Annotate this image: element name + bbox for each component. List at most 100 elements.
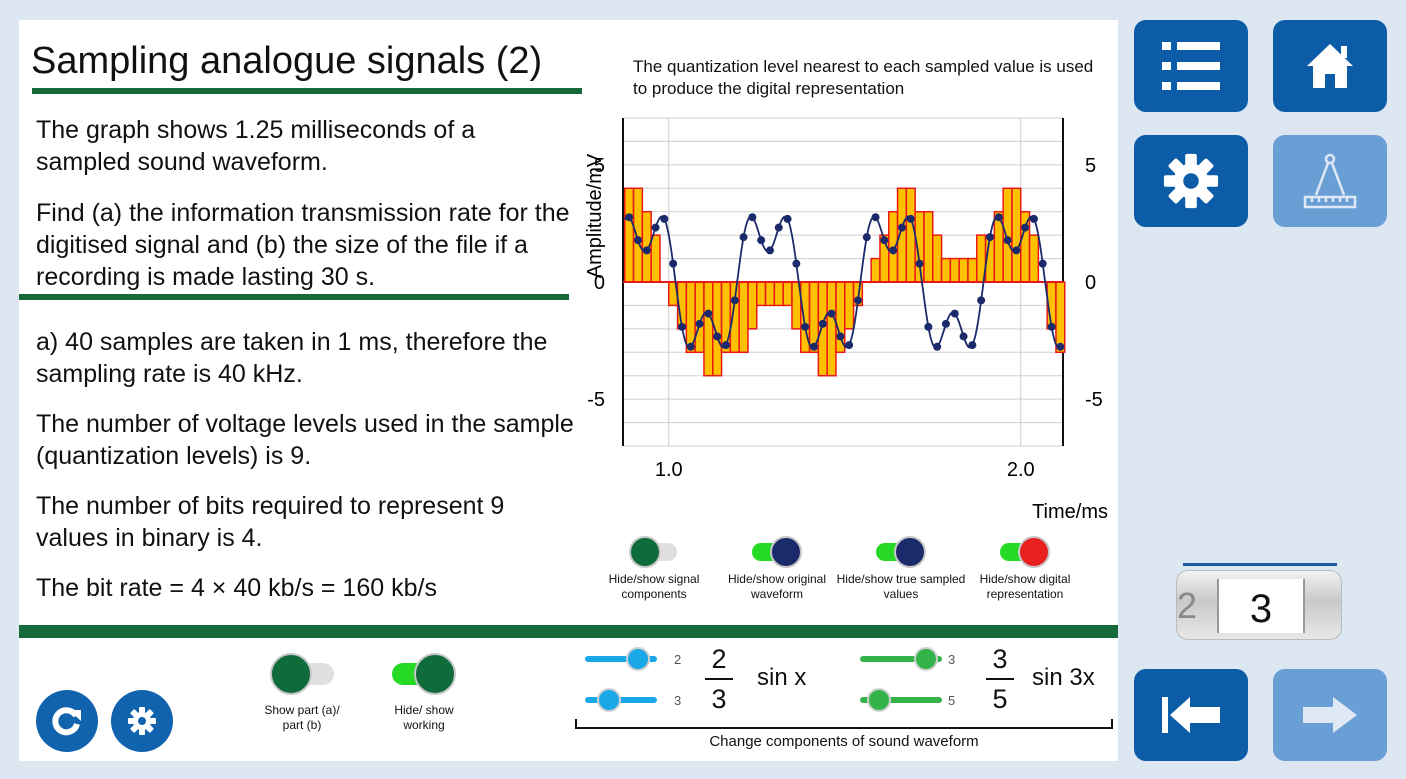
- toggle-true-samples-group: Hide/show true sampled values: [836, 536, 966, 602]
- sample-point: [651, 223, 660, 232]
- toggle-part-a-b[interactable]: [270, 653, 334, 695]
- sample-point: [950, 309, 959, 318]
- sample-point: [642, 246, 651, 255]
- sample-point: [792, 259, 801, 268]
- toggle-original-waveform-group: Hide/show original waveform: [712, 536, 842, 602]
- toggle-digital-representation[interactable]: [1000, 536, 1050, 568]
- working-text: a) 40 samples are taken in 1 ms, therefo…: [36, 326, 581, 622]
- sample-point: [871, 213, 880, 222]
- slider-c1-denominator[interactable]: [585, 697, 657, 703]
- sample-point: [686, 342, 695, 351]
- sample-point: [809, 342, 818, 351]
- sample-point: [739, 233, 748, 242]
- slider-c1-denominator-handle[interactable]: [597, 688, 621, 712]
- sample-point: [906, 214, 915, 223]
- page-title: Sampling analogue signals (2): [31, 40, 543, 82]
- toggle-show-working[interactable]: [392, 653, 456, 695]
- toggle-signal-components-label: Hide/show signal components: [608, 572, 700, 601]
- digital-bar: [738, 281, 749, 354]
- sample-point: [933, 342, 942, 351]
- slider-c2-denominator[interactable]: [860, 697, 942, 703]
- sample-point: [977, 296, 986, 305]
- back-to-start-button[interactable]: [1134, 669, 1248, 761]
- sample-point: [915, 259, 924, 268]
- reset-button[interactable]: [36, 690, 98, 752]
- home-button[interactable]: [1273, 20, 1387, 112]
- digital-bar: [650, 234, 661, 283]
- digital-bar: [782, 281, 793, 307]
- sample-point: [959, 332, 968, 341]
- sample-point: [801, 322, 810, 331]
- component-1-numerator: 2: [711, 644, 727, 674]
- question-text: The graph shows 1.25 milliseconds of a s…: [36, 114, 576, 312]
- working-paragraph-2: The number of voltage levels used in the…: [36, 410, 574, 470]
- y-tick-label-right: 5: [1085, 155, 1096, 177]
- sample-point: [713, 332, 722, 341]
- toggle-signal-components[interactable]: [629, 536, 679, 568]
- digital-bar: [1011, 187, 1022, 283]
- toggle-signal-components-group: Hide/show signal components: [589, 536, 719, 602]
- toggle-original-waveform[interactable]: [752, 536, 802, 568]
- y-tick-label-left: -5: [587, 389, 605, 411]
- graph-caption: The quantization level nearest to each s…: [633, 57, 1094, 98]
- sample-point: [730, 296, 739, 305]
- counter-window: 3: [1217, 579, 1305, 633]
- component-2-function: sin 3x: [1032, 664, 1095, 691]
- slider-c2-denominator-handle[interactable]: [867, 688, 891, 712]
- digital-bar: [1002, 187, 1013, 283]
- sample-point: [985, 233, 994, 242]
- digital-bar: [967, 257, 978, 283]
- toggle-digital-representation-group: Hide/show digital representation: [960, 536, 1090, 602]
- gear-icon: [1163, 153, 1219, 209]
- menu-button[interactable]: [1134, 20, 1248, 112]
- tools-button[interactable]: [1273, 135, 1387, 227]
- question-paragraph-1: The graph shows 1.25 milliseconds of a s…: [36, 116, 476, 176]
- sample-point: [765, 246, 774, 255]
- x-axis-label: Time/ms: [1032, 501, 1108, 522]
- components-caption: Change components of sound waveform: [709, 733, 979, 750]
- component-1-function: sin x: [757, 664, 807, 691]
- question-paragraph-2: Find (a) the information transmission ra…: [36, 199, 570, 291]
- y-tick-label-right: -5: [1085, 389, 1103, 411]
- slider-c2-numerator[interactable]: [860, 656, 942, 662]
- slider-c1-numerator-value: 2: [674, 652, 682, 667]
- section-divider: [19, 294, 569, 300]
- digital-bar: [923, 210, 934, 283]
- title-underline: [32, 88, 582, 94]
- next-arrow-icon: [1303, 697, 1357, 733]
- sample-point: [897, 223, 906, 232]
- settings-button[interactable]: [1134, 135, 1248, 227]
- digital-bar: [835, 281, 846, 354]
- component-2-fraction: 3 5: [983, 644, 1017, 714]
- next-button[interactable]: [1273, 669, 1387, 761]
- digital-bar: [826, 281, 837, 377]
- x-tick-label: 2.0: [1007, 459, 1035, 481]
- digital-bar: [1028, 234, 1040, 283]
- settings-small-button[interactable]: [111, 690, 173, 752]
- y-tick-label-right: 0: [1085, 272, 1096, 294]
- counter-previous-value: 2: [1177, 585, 1198, 626]
- sample-point: [862, 233, 871, 242]
- component-1-denominator: 3: [711, 684, 727, 714]
- sample-point: [818, 319, 827, 328]
- digital-bar: [949, 257, 960, 283]
- sample-point: [721, 341, 730, 350]
- digital-bar: [817, 281, 828, 377]
- digital-bar: [844, 281, 855, 330]
- sample-point: [836, 332, 845, 341]
- x-tick-label: 1.0: [655, 459, 683, 481]
- menu-list-icon: [1162, 42, 1220, 90]
- back-to-start-icon: [1162, 697, 1220, 733]
- working-paragraph-4: The bit rate = 4 × 40 kb/s = 160 kb/s: [36, 574, 437, 602]
- toggle-true-samples[interactable]: [876, 536, 926, 568]
- sample-point: [677, 322, 686, 331]
- sample-point: [941, 319, 950, 328]
- digital-bar: [905, 187, 916, 283]
- digital-bar: [940, 257, 952, 283]
- sample-point: [924, 322, 933, 331]
- slider-c1-numerator-handle[interactable]: [626, 647, 650, 671]
- sample-point: [757, 236, 766, 245]
- slider-c2-numerator-handle[interactable]: [914, 647, 938, 671]
- page-counter[interactable]: 2 3: [1176, 570, 1342, 640]
- slider-c1-numerator[interactable]: [585, 656, 657, 662]
